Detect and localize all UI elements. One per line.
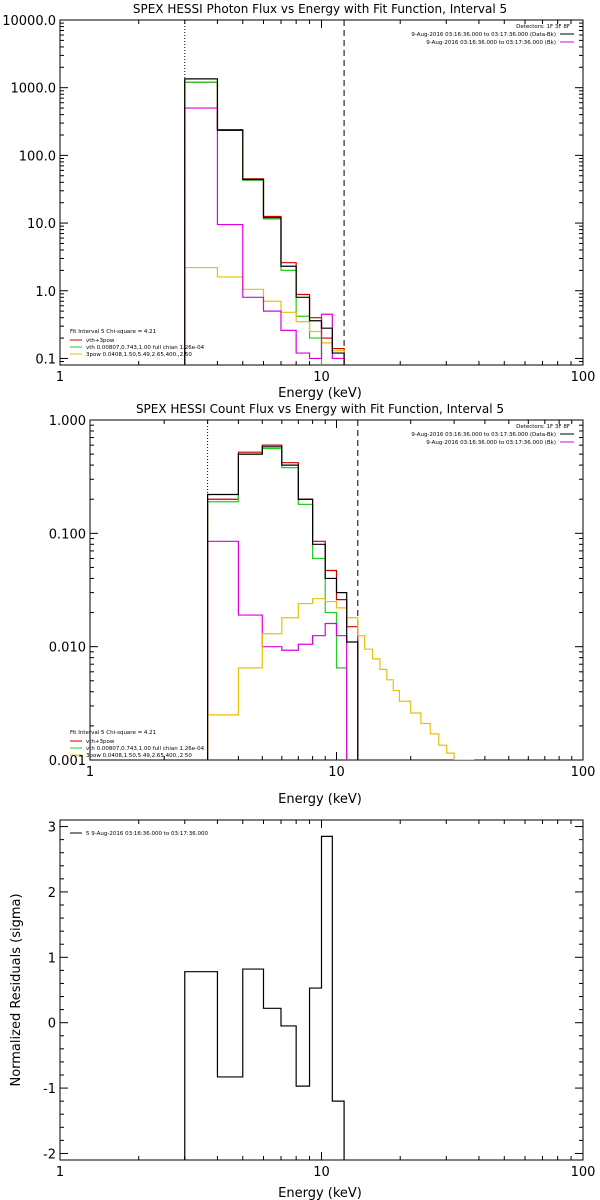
x-tick-label: 100 (571, 1165, 596, 1180)
photon-legend-detectors: Detectors: 1F 3F 8F (516, 24, 570, 30)
count-legend-detectors: Detectors: 1F 3F 8F (516, 424, 570, 430)
chart-3-plot: 1 10 100 -2 -1 0 1 2 3 (43, 819, 596, 1180)
y-tick-label: 1000.0 (11, 82, 57, 97)
count-flux-legend-left: Fit Interval 5 Chi-square = 4.21 vth+3po… (70, 730, 205, 759)
residuals-xlabel: Energy (keV) (278, 1186, 362, 1200)
count-legend-total: vth+3pow (86, 739, 115, 745)
series-vth-3pow (184, 81, 345, 365)
chart-3-series-group (184, 835, 345, 1160)
photon-legend-bk: 9-Aug-2016 03:16:36.000 to 03:17:36.000 … (426, 40, 556, 46)
chart-2-plot: 1 10 100 0.001 0.010 0.100 1.000 (49, 414, 596, 780)
photon-flux-panel: SPEX HESSI Photon Flux vs Energy with Fi… (70, 2, 574, 401)
photon-flux-legend-right: Detectors: 1F 3F 8F 9-Aug-2016 03:16:36.… (411, 24, 574, 46)
count-legend-3pow: 3pow 0.0408,1.50,5.49,2.65,400.,2.50 (86, 753, 192, 759)
count-flux-legend-right: Detectors: 1F 3F 8F 9-Aug-2016 03:16:36.… (411, 424, 574, 446)
residuals-ylabel: Normalized Residuals (sigma) (9, 893, 24, 1086)
residuals-panel: Energy (keV) Normalized Residuals (sigma… (9, 831, 362, 1200)
y-tick-label: 1.0 (35, 285, 56, 300)
x-tick-label: 1 (56, 370, 64, 385)
series-data-bk (207, 446, 359, 760)
y-tick-label: 0.010 (49, 641, 86, 656)
chart-1-plot: 1 10 100 0.1 1.0 10.0 100.0 1000.0 10000.0 (2, 14, 596, 385)
x-tick-label: 100 (571, 765, 596, 780)
x-tick-label: 10 (313, 1165, 330, 1180)
y-tick-label: 10000.0 (2, 14, 56, 29)
y-tick-label: 0.001 (49, 754, 86, 769)
y-tick-label: 3 (48, 821, 56, 836)
count-legend-fit-interval: Fit Interval 5 Chi-square = 4.21 (70, 730, 156, 736)
x-tick-label: 1 (56, 1165, 64, 1180)
residuals-legend-label: 5 9-Aug-2016 03:16:36.000 to 03:17:36.00… (86, 831, 208, 837)
series-3pow (207, 598, 475, 760)
y-tick-label: 1.000 (49, 414, 86, 429)
photon-flux-xlabel: Energy (keV) (278, 386, 362, 401)
series-3pow (184, 266, 345, 365)
residuals-legend: 5 9-Aug-2016 03:16:36.000 to 03:17:36.00… (70, 831, 208, 837)
photon-flux-title: SPEX HESSI Photon Flux vs Energy with Fi… (133, 2, 507, 16)
y-tick-label: 0.100 (49, 527, 86, 542)
x-tick-label: 10 (328, 765, 345, 780)
series-bk (207, 540, 348, 760)
y-tick-label: -1 (43, 1082, 56, 1097)
count-legend-bk: 9-Aug-2016 03:16:36.000 to 03:17:36.000 … (426, 440, 556, 446)
y-tick-label: 2 (48, 886, 56, 901)
y-tick-label: 10.0 (27, 217, 56, 232)
y-tick-label: 1 (48, 951, 56, 966)
series-bk (184, 107, 345, 365)
count-legend-vth: vth 0.00807,0.743,1.00 full chian 1.26e-… (86, 746, 205, 752)
count-flux-xlabel: Energy (keV) (278, 792, 362, 807)
chart-1-series-group (184, 78, 345, 365)
series-5 (184, 835, 345, 1160)
x-tick-label: 10 (313, 370, 330, 385)
x-tick-label: 1 (86, 765, 94, 780)
y-tick-label: -2 (43, 1147, 56, 1162)
photon-flux-legend-left: Fit Interval 5 Chi-square = 4.21 vth+3po… (70, 329, 205, 358)
y-tick-label: 0.1 (35, 352, 56, 367)
photon-legend-databk: 9-Aug-2016 03:16:36.000 to 03:17:36.000 … (411, 32, 556, 38)
y-tick-label: 100.0 (19, 149, 56, 164)
chart-2-series-group (207, 444, 475, 760)
photon-legend-3pow: 3pow 0.0408,1.50,5.49,2.65,400.,2.50 (86, 352, 192, 358)
photon-legend-fit-interval: Fit Interval 5 Chi-square = 4.21 (70, 329, 156, 335)
x-tick-label: 100 (571, 370, 596, 385)
photon-legend-vth: vth 0.00807,0.743,1.00 full chian 1.26e-… (86, 345, 205, 351)
photon-legend-total: vth+3pow (86, 338, 115, 344)
count-legend-databk: 9-Aug-2016 03:16:36.000 to 03:17:36.000 … (411, 432, 556, 438)
series-data-bk (184, 78, 345, 365)
count-flux-panel: SPEX HESSI Count Flux vs Energy with Fit… (70, 402, 574, 807)
count-flux-title: SPEX HESSI Count Flux vs Energy with Fit… (136, 402, 504, 416)
y-tick-label: 0 (48, 1017, 56, 1032)
